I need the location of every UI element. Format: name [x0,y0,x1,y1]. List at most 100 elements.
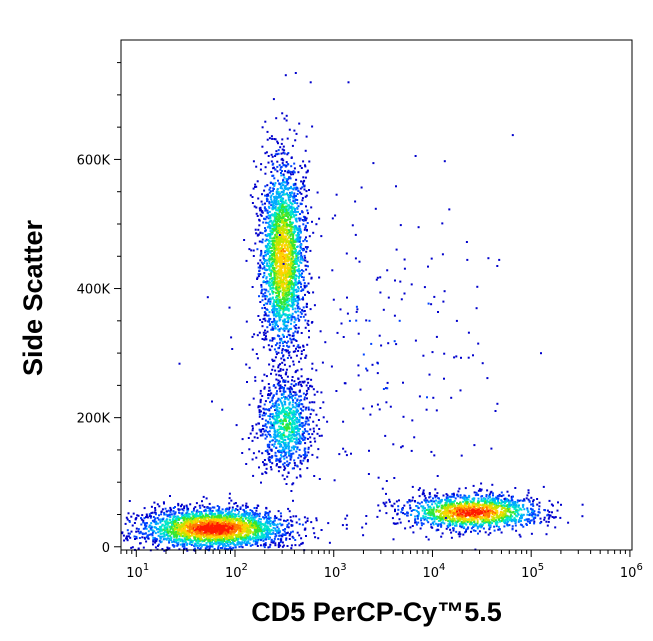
event-dot [212,527,215,530]
event-dot [293,246,296,249]
event-dot [275,294,278,297]
event-dot [264,268,266,271]
event-dot [302,306,305,309]
event-dot [258,240,261,243]
event-dot [254,242,257,245]
event-dot [265,528,268,531]
event-dot [277,531,280,534]
event-dot [268,528,271,531]
event-dot [165,518,168,521]
event-dot [292,241,295,244]
event-dot [288,128,291,131]
event-dot [270,287,273,290]
event-dot [272,308,275,311]
event-dot [299,281,302,284]
event-dot [295,347,297,350]
event-dot [293,268,296,270]
event-dot [254,522,257,525]
event-dot [295,324,298,326]
event-dot [281,138,284,141]
event-dot [174,520,177,522]
event-dot [268,320,271,323]
event-dot [293,380,296,383]
event-dot [285,221,287,224]
event-dot [230,529,233,532]
event-dot [141,536,144,539]
event-dot [148,513,151,516]
event-dot [168,530,171,533]
event-dot [287,249,290,252]
event-dot [293,171,296,174]
event-dot [273,177,276,180]
event-dot [254,530,257,533]
event-dot [277,246,280,248]
event-dot [295,217,298,220]
event-dot [300,180,303,183]
event-dot [225,547,228,550]
event-dot [270,204,273,207]
event-dot [210,512,212,515]
event-dot [246,513,249,516]
event-dot [281,314,283,317]
event-dot [247,540,250,543]
event-dot [278,269,281,272]
event-dot [184,539,187,542]
event-dot [150,528,153,531]
event-dot [190,544,193,546]
event-dot [308,160,311,163]
event-dot [257,197,260,200]
event-dot [272,303,275,306]
event-dot [292,197,295,200]
event-dot [278,328,281,331]
event-dot [152,530,155,533]
event-dot [263,533,266,536]
event-dot [278,341,281,344]
event-dot [188,535,191,538]
event-dot [166,531,169,534]
event-dot [268,394,271,397]
event-dot [259,168,262,171]
event-dot [251,543,254,546]
event-dot [253,205,256,208]
event-dot [309,81,312,84]
event-dot [260,214,263,217]
event-dot [225,541,227,543]
event-dot [244,543,247,546]
event-dot [174,515,177,518]
event-dot [178,535,181,538]
event-dot [245,523,248,526]
event-dot [271,223,274,226]
event-dot [296,304,299,307]
event-dot [198,540,201,543]
event-dot [284,282,287,285]
event-dot [211,519,214,522]
event-dot [286,357,289,359]
event-dot [285,114,288,117]
event-dot [283,181,286,184]
event-dot [288,345,291,348]
event-dot [302,176,305,179]
event-dot [282,529,285,531]
event-dot [174,539,177,542]
event-dot [285,279,288,282]
event-dot [286,260,289,263]
event-dot [270,328,273,331]
event-dot [292,288,295,291]
event-dot [284,349,287,352]
event-dot [275,248,278,251]
event-dot [239,529,242,532]
event-dot [227,508,230,511]
event-dot [301,523,304,526]
event-dot [252,160,255,163]
event-dot [134,518,137,521]
event-dot [188,526,191,529]
event-dot [276,153,279,156]
event-dot [258,224,261,227]
event-dot [296,301,299,304]
event-dot [291,306,294,308]
event-dot [249,516,252,519]
event-dot [206,514,209,517]
event-dot [292,183,295,186]
event-dot [207,523,210,526]
event-dot [169,528,172,531]
